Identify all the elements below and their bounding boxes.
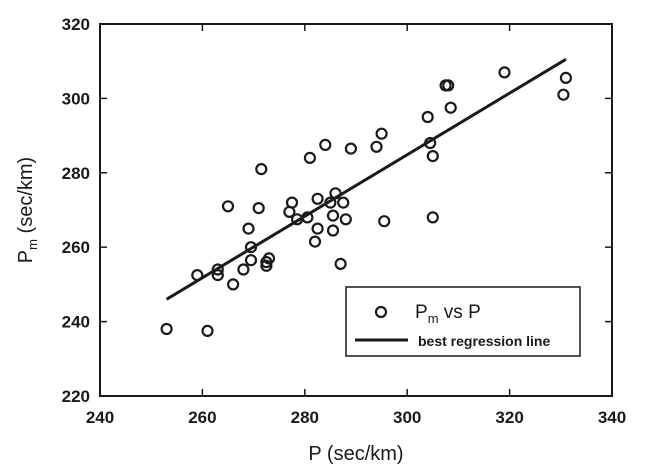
data-point	[334, 257, 347, 270]
data-point	[344, 142, 357, 155]
y-tick-label: 260	[62, 238, 90, 257]
data-point	[237, 263, 250, 276]
regression-line	[165, 58, 567, 301]
x-axis-title: P (sec/km)	[308, 443, 403, 465]
data-point	[326, 209, 340, 222]
data-point	[557, 88, 570, 101]
legend-entry-points-subscript: m	[428, 311, 439, 326]
data-point	[326, 224, 340, 237]
x-tick-label: 260	[188, 408, 216, 427]
y-axis-title-main: P	[15, 250, 37, 263]
data-point	[370, 140, 383, 153]
legend: Pm vs P best regression line	[345, 286, 581, 357]
data-point	[426, 211, 439, 224]
data-point	[262, 252, 276, 265]
legend-entry-line: best regression line	[418, 333, 550, 349]
data-point	[255, 163, 268, 176]
data-point	[311, 222, 324, 235]
data-point	[311, 192, 324, 205]
data-point	[421, 110, 434, 124]
plot-frame	[99, 23, 613, 397]
y-axis-title-rest: (sec/km)	[15, 157, 37, 239]
x-axis-ticks: 240 260 280 300 320 340	[86, 24, 626, 427]
data-point	[319, 138, 332, 151]
y-axis-title: Pm (sec/km)	[15, 157, 40, 263]
y-tick-label: 220	[62, 387, 90, 406]
legend-entry-points: Pm vs P	[415, 302, 481, 326]
x-tick-label: 240	[86, 408, 114, 427]
legend-entry-points-rest: vs P	[439, 302, 481, 323]
y-axis-ticks: 220 240 260 280 300 320	[62, 15, 612, 406]
y-tick-label: 320	[62, 15, 90, 34]
legend-box	[345, 286, 581, 357]
y-axis-title-subscript: m	[25, 239, 40, 250]
data-point	[308, 235, 322, 248]
data-point	[337, 196, 350, 209]
y-tick-label: 300	[62, 89, 90, 108]
data-point	[252, 202, 265, 215]
legend-entry-points-main: P	[415, 302, 428, 323]
data-point	[339, 213, 352, 226]
y-tick-label: 240	[62, 313, 90, 332]
x-tick-label: 280	[291, 408, 319, 427]
data-point	[285, 196, 299, 209]
legend-marker-circle	[374, 305, 388, 319]
data-marks	[160, 58, 573, 337]
data-point	[378, 215, 391, 228]
data-point	[375, 127, 388, 140]
data-point	[227, 278, 240, 291]
x-tick-label: 340	[598, 408, 626, 427]
data-point	[498, 66, 511, 79]
data-point	[426, 150, 439, 163]
data-point	[244, 254, 258, 267]
data-point	[242, 222, 255, 235]
x-tick-label: 300	[393, 408, 421, 427]
data-point	[260, 259, 273, 272]
data-point	[559, 71, 573, 85]
data-point	[442, 79, 455, 92]
data-point	[303, 151, 316, 164]
data-point	[211, 263, 224, 276]
data-point	[160, 322, 173, 336]
data-point	[201, 324, 214, 337]
data-point	[221, 200, 235, 213]
x-tick-label: 320	[495, 408, 523, 427]
y-tick-label: 280	[62, 164, 90, 183]
data-point	[444, 101, 457, 114]
